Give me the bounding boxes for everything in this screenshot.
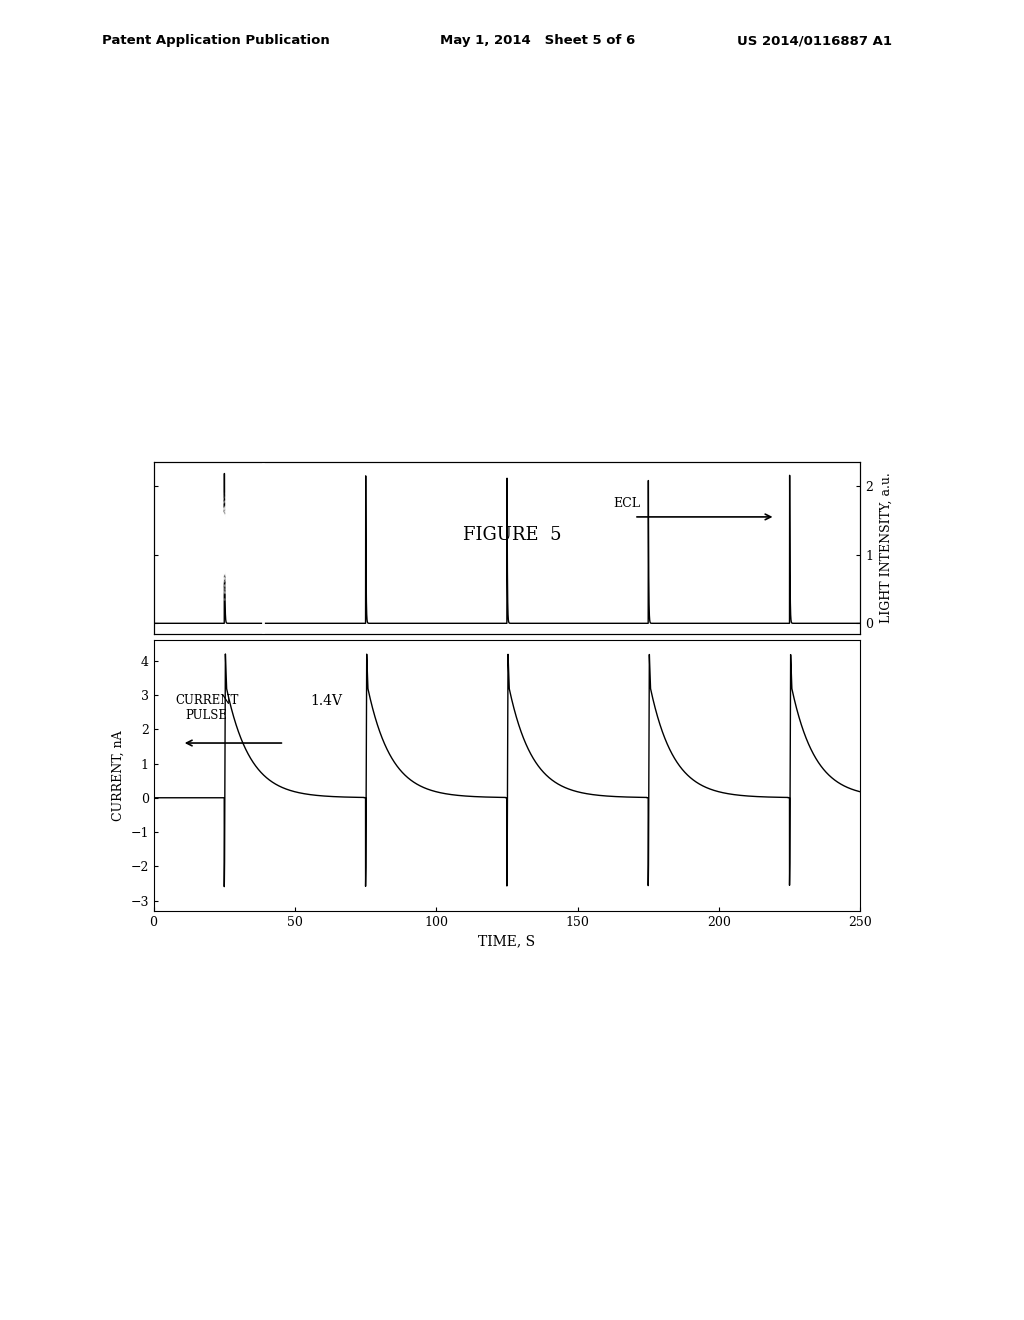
Text: CURRENT
PULSE: CURRENT PULSE xyxy=(175,694,239,722)
X-axis label: TIME, S: TIME, S xyxy=(478,935,536,948)
Y-axis label: LIGHT INTENSITY, a.u.: LIGHT INTENSITY, a.u. xyxy=(880,473,893,623)
Text: 1.4V: 1.4V xyxy=(310,694,343,709)
Text: Patent Application Publication: Patent Application Publication xyxy=(102,34,330,48)
Text: May 1, 2014   Sheet 5 of 6: May 1, 2014 Sheet 5 of 6 xyxy=(440,34,636,48)
Text: FIGURE  5: FIGURE 5 xyxy=(463,525,561,544)
Y-axis label: CURRENT, nA: CURRENT, nA xyxy=(112,730,125,821)
Text: US 2014/0116887 A1: US 2014/0116887 A1 xyxy=(737,34,892,48)
Text: ECL: ECL xyxy=(612,498,640,510)
